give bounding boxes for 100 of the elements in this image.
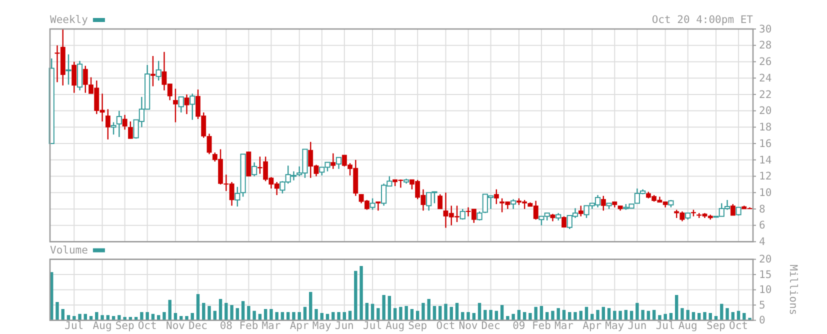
legend-label: Volume xyxy=(50,244,88,256)
bar xyxy=(613,310,616,320)
y-tick-label: 6 xyxy=(759,220,766,232)
x-tick-label: Aug xyxy=(678,320,698,332)
candlestick xyxy=(234,186,240,208)
bar xyxy=(162,312,166,320)
y-tick-label: 10 xyxy=(759,284,772,296)
bar xyxy=(742,312,746,320)
bar xyxy=(314,309,318,320)
bar xyxy=(218,298,222,320)
x-tick-label: May xyxy=(605,320,624,332)
bar xyxy=(556,308,560,320)
x-tick-label: Jun xyxy=(628,320,647,332)
candlestick xyxy=(600,195,606,212)
bar xyxy=(337,312,340,320)
bar xyxy=(309,292,312,320)
x-tick-label: Dec xyxy=(481,320,500,332)
x-tick-label: Sep xyxy=(408,320,428,332)
candlestick xyxy=(562,216,566,228)
candlestick xyxy=(156,60,162,82)
y-tick-label: 30 xyxy=(759,23,772,36)
bar xyxy=(241,301,245,320)
chart-title: Weekly xyxy=(50,14,88,26)
y-tick-label: 16 xyxy=(759,138,772,150)
y-tick-label: 14 xyxy=(759,154,772,166)
bar xyxy=(376,308,380,320)
x-tick-label: Aug xyxy=(92,320,112,332)
x-tick-label: May xyxy=(312,320,332,332)
candlestick xyxy=(116,110,122,138)
y-tick-label: 10 xyxy=(759,186,772,199)
text: Oct 20 4:00pm ET xyxy=(652,14,754,26)
x-tick-label: Sep xyxy=(706,320,726,332)
bar xyxy=(574,312,577,320)
x-tick-label: Nov xyxy=(166,320,185,332)
candlestick xyxy=(438,194,443,210)
x-tick-label: Dec xyxy=(188,320,208,332)
bar xyxy=(292,312,296,320)
bar xyxy=(686,310,690,320)
candlestick xyxy=(128,120,133,140)
candlestick xyxy=(173,88,178,123)
bar xyxy=(168,300,172,320)
bar xyxy=(444,304,448,320)
bar xyxy=(224,302,228,320)
candlestick xyxy=(510,198,516,210)
y-tick-label: 26 xyxy=(759,56,772,68)
bar xyxy=(658,315,662,320)
bar xyxy=(118,315,121,320)
x-tick-label: Apr xyxy=(582,320,602,332)
bar xyxy=(680,308,684,320)
bar xyxy=(95,312,98,320)
bar xyxy=(664,314,667,320)
x-tick-label: Aug xyxy=(386,320,405,332)
x-tick-label: Apr xyxy=(290,320,309,332)
candlestick xyxy=(730,203,736,216)
bar xyxy=(146,312,149,320)
candlestick xyxy=(178,96,184,114)
bar xyxy=(484,310,487,320)
x-tick-label: 09 xyxy=(512,320,526,332)
bar xyxy=(422,302,425,320)
candlestick xyxy=(376,201,381,212)
bar xyxy=(404,306,408,320)
bar xyxy=(247,306,250,320)
candlestick xyxy=(330,152,336,170)
bar xyxy=(208,306,211,320)
candlestick xyxy=(494,188,499,205)
x-tick-label: Oct xyxy=(436,320,456,332)
y-axis-title: Millions xyxy=(787,264,799,316)
bar xyxy=(726,308,729,320)
bar xyxy=(78,314,82,320)
x-tick-label: Mar xyxy=(262,320,281,332)
bar xyxy=(512,314,515,320)
y-tick-label: 0 xyxy=(759,314,766,327)
candlestick xyxy=(370,198,376,210)
bar xyxy=(636,302,639,320)
candlestick xyxy=(66,54,72,86)
bar xyxy=(427,298,430,320)
bar xyxy=(56,302,59,320)
candlestick xyxy=(184,94,190,115)
bar xyxy=(596,310,600,320)
bar xyxy=(618,310,622,320)
x-tick-label: Jul xyxy=(64,320,84,332)
bar xyxy=(252,310,256,320)
bar xyxy=(528,312,532,320)
y-tick-label: 15 xyxy=(759,268,772,281)
x-tick-label: 08 xyxy=(220,320,232,332)
bar xyxy=(354,270,358,320)
bar xyxy=(489,310,492,320)
bar xyxy=(551,310,554,320)
candlestick xyxy=(252,162,258,177)
bar xyxy=(703,312,706,320)
bar xyxy=(360,266,363,320)
bar xyxy=(100,315,104,320)
bar xyxy=(382,294,386,320)
bar xyxy=(196,294,200,320)
bar xyxy=(399,306,402,320)
y-tick-label: 18 xyxy=(759,122,772,134)
y-tick-label: 12 xyxy=(759,170,772,183)
candlestick xyxy=(190,93,196,120)
bar xyxy=(641,310,644,320)
bar xyxy=(674,294,678,320)
